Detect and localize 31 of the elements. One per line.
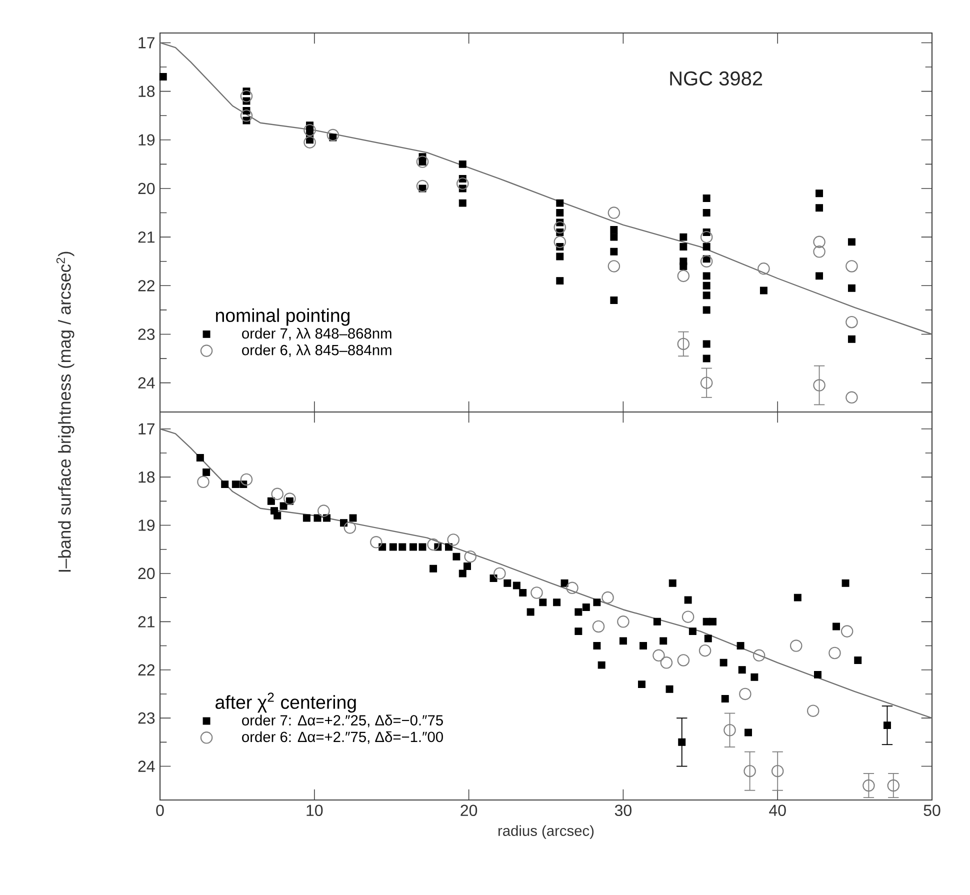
x-tick-label: 40 bbox=[769, 804, 786, 816]
x-axis-title: radius (arcsec) bbox=[498, 825, 594, 839]
legend-label: order 7: Δα=+2.″25, Δδ=−0.″75 bbox=[242, 714, 443, 728]
y-tick-label: 18 bbox=[138, 86, 155, 97]
x-tick-label: 20 bbox=[460, 804, 478, 816]
legend-label: order 6, λλ 845–884nm bbox=[242, 344, 392, 357]
y-tick-label: 20 bbox=[138, 568, 155, 580]
y-axis-title: I–band surface brightness (mag / arcsec$^{2}$) bbox=[56, 252, 74, 572]
y-tick-label: 23 bbox=[138, 328, 155, 340]
y-tick-label: 17 bbox=[138, 37, 154, 48]
y-tick-label: 19 bbox=[138, 134, 155, 146]
annotation: NGC 3982 bbox=[670, 71, 762, 86]
y-tick-label: 21 bbox=[138, 616, 155, 628]
legend-title: nominal pointing bbox=[216, 308, 350, 326]
x-tick-label: 10 bbox=[306, 804, 323, 816]
x-tick-label: 0 bbox=[156, 804, 164, 816]
y-tick-label: 20 bbox=[138, 182, 155, 194]
y-tick-label: 22 bbox=[138, 664, 154, 676]
legend-label: order 6: Δα=+2.″75, Δδ=−1.″00 bbox=[242, 731, 443, 744]
y-tick-label: 21 bbox=[138, 231, 155, 243]
y-tick-label: 23 bbox=[138, 712, 155, 724]
legend-label: order 7, λλ 848–868nm bbox=[242, 328, 392, 340]
y-tick-label: 22 bbox=[138, 280, 154, 292]
y-tick-label: 19 bbox=[138, 520, 155, 531]
y-tick-label: 18 bbox=[138, 471, 155, 483]
y-tick-label: 24 bbox=[138, 377, 155, 388]
x-tick-label: 50 bbox=[924, 804, 940, 816]
y-tick-label: 24 bbox=[138, 760, 155, 772]
x-tick-label: 30 bbox=[614, 804, 632, 816]
legend-title: after χ$^{2}$ centering bbox=[216, 692, 356, 713]
y-tick-label: 17 bbox=[138, 423, 154, 434]
